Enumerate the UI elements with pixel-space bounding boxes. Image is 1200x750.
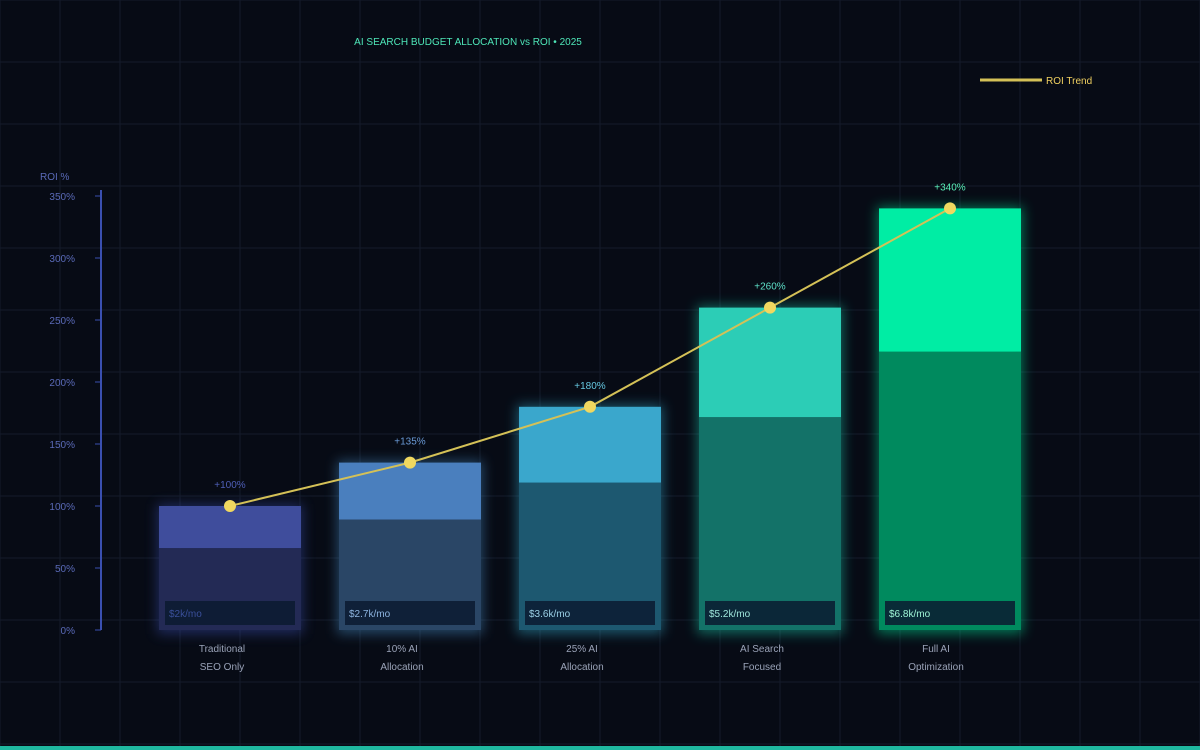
budget-label: $3.6k/mo: [529, 609, 571, 620]
budget-label-box: [705, 601, 835, 625]
bottom-accent-bar: [0, 746, 1200, 750]
category-label: Full AI: [922, 644, 950, 655]
category-label: Allocation: [560, 662, 603, 673]
bar-top-segment: [339, 462, 481, 520]
y-tick-label: 150%: [49, 440, 75, 451]
y-axis-label: ROI %: [40, 172, 70, 183]
category-label: 10% AI: [386, 644, 418, 655]
y-tick-label: 200%: [49, 378, 75, 389]
bar-top-segment: [159, 506, 301, 549]
trend-point: [944, 202, 956, 215]
category-label: Focused: [743, 662, 781, 673]
bars: $2k/mo $2.7k/mo $3.6k/mo $5.2k/mo $6.8k/mo: [157, 206, 1023, 634]
category-label: AI Search: [740, 644, 784, 655]
chart-title: AI SEARCH BUDGET ALLOCATION vs ROI • 202…: [354, 37, 582, 48]
value-label: +180%: [574, 381, 606, 392]
budget-label-box: [525, 601, 655, 625]
trend-point: [224, 500, 236, 512]
value-label: +340%: [934, 182, 966, 193]
category-label: Allocation: [380, 662, 423, 673]
chart-text: AI SEARCH BUDGET ALLOCATION vs ROI • 202…: [199, 37, 1092, 673]
bar-top-segment: [879, 208, 1021, 352]
category-label: Optimization: [908, 662, 964, 673]
bar-top-segment: [699, 307, 841, 418]
budget-label: $2.7k/mo: [349, 609, 391, 620]
bar-bottom-segment: [879, 351, 1021, 630]
trend-point: [764, 301, 776, 314]
value-label: +260%: [754, 282, 786, 293]
bar-top-segment: [519, 406, 661, 483]
y-tick-label: 250%: [49, 316, 75, 327]
trend-point: [404, 456, 416, 469]
y-tick-label: 350%: [49, 192, 75, 203]
y-axis: ROI % 0% 50% 100% 150% 200% 250% 300% 350%: [40, 172, 102, 637]
trend-point: [584, 400, 596, 413]
y-tick-label: 300%: [49, 254, 75, 265]
value-label: +100%: [214, 480, 246, 491]
value-label: +135%: [394, 437, 426, 448]
category-label: Traditional: [199, 644, 245, 655]
category-label: SEO Only: [200, 662, 244, 673]
category-label: 25% AI: [566, 644, 598, 655]
legend-entry-roi-trend: ROI Trend: [1046, 76, 1092, 87]
y-tick-label: 0%: [61, 626, 76, 637]
budget-label-box: [165, 601, 295, 625]
budget-label: $2k/mo: [169, 609, 202, 620]
budget-label: $6.8k/mo: [889, 609, 931, 620]
roi-trend-line: [224, 202, 956, 512]
y-tick-label: 50%: [55, 564, 75, 575]
y-tick-label: 100%: [49, 502, 75, 513]
budget-label-box: [885, 601, 1015, 625]
bar-bottom-segment: [699, 417, 841, 630]
budget-label: $5.2k/mo: [709, 609, 751, 620]
budget-label-box: [345, 601, 475, 625]
